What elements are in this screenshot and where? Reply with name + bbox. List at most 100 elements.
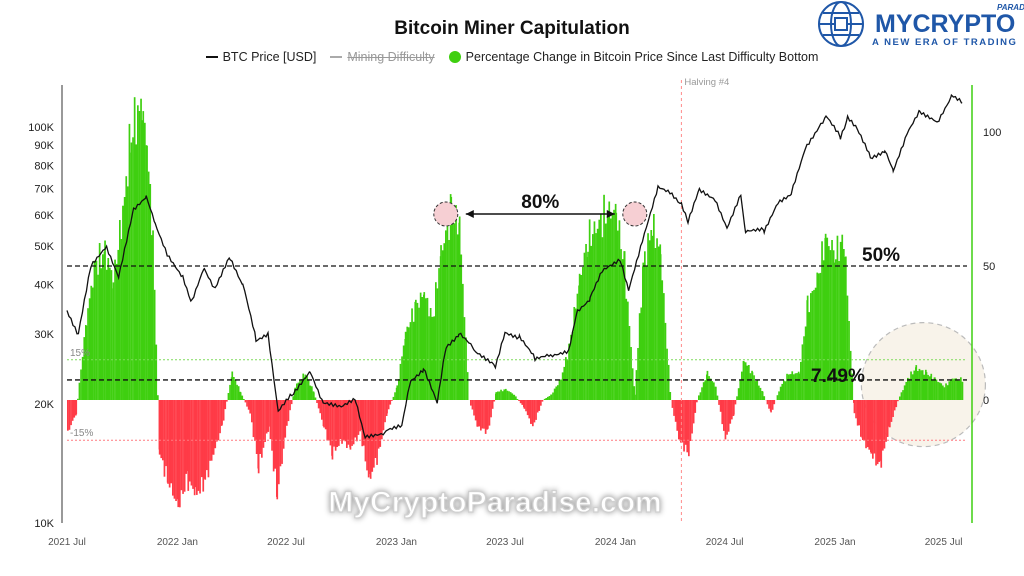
pct-bar [381,400,383,440]
pct-bar [950,380,952,400]
pct-bar [561,372,564,400]
pct-bar [560,379,562,400]
pct-bar [698,395,700,400]
pct-bar [478,400,481,427]
pct-bar [821,241,823,400]
pct-bar [741,371,743,400]
pct-bar [615,212,618,400]
pct-bar [796,373,798,400]
pct-bar [911,374,914,400]
pct-bar [339,400,342,439]
pct-bar [779,386,782,400]
pct-bar [338,400,340,446]
pct-bar [628,326,631,400]
pct-bar [386,400,388,414]
pct-bar [868,400,871,450]
pct-bar [759,387,762,400]
pct-bar [548,396,551,400]
pct-bar [396,385,399,400]
pct-bar [585,244,587,400]
pct-bar [212,400,215,455]
pct-bar [716,395,719,400]
line-swatch [330,56,343,58]
pct-bar [426,297,429,400]
pct-bar [895,400,898,408]
legend-item-mining-difficulty[interactable]: Mining Difficulty [330,50,435,64]
legend-label: Percentage Change in Bitcoin Price Since… [465,50,819,64]
pct-bar [144,122,146,401]
pct-bar [436,288,439,400]
pct-bar [68,400,71,430]
pct-bar [127,186,129,400]
pct-bar [306,376,308,400]
pct-bar [800,361,802,400]
pct-bar [364,400,367,462]
x-tick-label: 2022 Jan [157,537,198,548]
pct-bar [438,268,440,400]
pct-bar [137,105,139,401]
pct-bar [841,234,844,400]
pct-bar [678,400,681,440]
pct-bar [98,243,101,400]
pct-bar [592,234,594,400]
pct-bar [937,382,939,400]
pct-bar [778,391,780,400]
x-tick-label: 2022 Jul [267,537,305,548]
pct-bar [923,374,926,400]
pct-bar [100,268,103,400]
pct-bar [915,365,918,400]
pct-bar [172,400,174,496]
pct-bar [746,365,749,400]
pct-bar [638,313,641,400]
pct-bar [798,373,801,400]
pct-bar [776,395,779,400]
pct-bar [856,400,859,426]
pct-bar [835,259,837,400]
pct-bar [734,400,737,405]
pct-bar [259,400,262,454]
pct-bar [625,298,628,400]
legend-item-pct-change[interactable]: Percentage Change in Bitcoin Price Since… [448,50,819,64]
legend-item-btc-price[interactable]: BTC Price [USD] [205,50,316,64]
pct-bar [379,400,382,447]
pct-bar [650,230,653,400]
pct-bar [523,400,526,409]
pct-bar [359,400,362,430]
pct-bar [644,251,646,400]
pct-bar [319,400,322,414]
pct-bar [550,394,553,400]
pct-bar [408,327,410,400]
pct-bar [781,383,784,400]
pct-bar [214,400,217,449]
pct-bar [526,400,529,416]
pct-bar [333,400,335,447]
pct-bar [317,400,320,409]
pct-bar [264,400,266,442]
pct-bar [715,386,717,400]
pct-bar [300,379,303,400]
pct-bar [272,400,275,472]
pct-bar [659,254,662,400]
pct-bar [653,214,655,400]
x-tick-label: 2023 Jan [376,537,417,548]
pct-bar [236,384,238,400]
pct-bar [664,322,667,400]
x-tick-label: 2024 Jan [595,537,636,548]
pct-bar [611,215,614,400]
pct-bar [105,269,108,400]
pct-bar [369,400,372,479]
pct-bar [70,400,72,426]
pct-bar [421,297,424,400]
pct-bar [952,379,954,400]
pct-bar [210,400,213,461]
pct-bar [855,400,857,419]
pct-bar [882,400,884,451]
pct-bar [282,400,285,449]
pct-bar [474,400,477,421]
pct-bar [226,400,228,402]
pct-bar [635,370,638,400]
pct-bar [673,400,675,416]
pct-bar [257,400,260,474]
pct-bar [631,368,634,400]
pct-bar [481,400,484,429]
